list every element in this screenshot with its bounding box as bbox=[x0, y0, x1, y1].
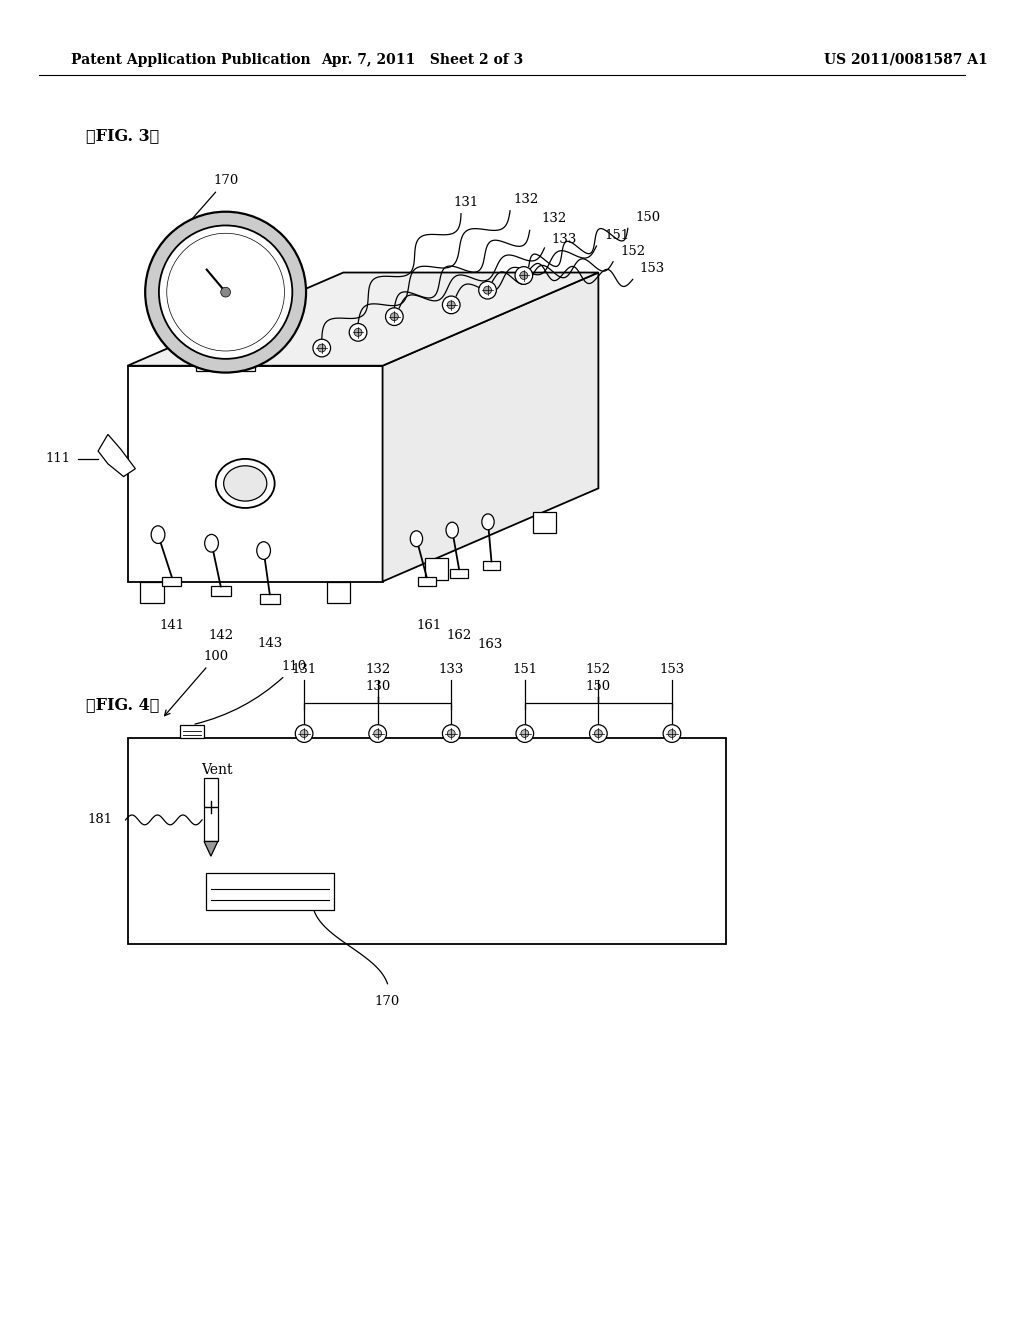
Circle shape bbox=[374, 730, 382, 738]
Circle shape bbox=[515, 267, 532, 284]
Circle shape bbox=[442, 725, 460, 742]
Circle shape bbox=[295, 725, 313, 742]
Ellipse shape bbox=[152, 525, 165, 544]
Circle shape bbox=[221, 288, 230, 297]
Circle shape bbox=[390, 313, 398, 321]
Text: 132: 132 bbox=[365, 663, 390, 676]
Circle shape bbox=[595, 730, 602, 738]
Text: 130: 130 bbox=[365, 680, 390, 693]
Circle shape bbox=[590, 725, 607, 742]
Text: 162: 162 bbox=[446, 628, 472, 642]
Bar bbox=[211, 586, 230, 597]
Circle shape bbox=[313, 339, 331, 356]
Text: 143: 143 bbox=[257, 638, 283, 651]
Bar bbox=[260, 594, 280, 605]
Circle shape bbox=[159, 226, 292, 359]
Text: 【FIG. 3】: 【FIG. 3】 bbox=[86, 127, 160, 144]
Text: 142: 142 bbox=[208, 628, 233, 642]
Text: 170: 170 bbox=[375, 995, 400, 1008]
Text: US 2011/0081587 A1: US 2011/0081587 A1 bbox=[824, 53, 988, 67]
Text: 153: 153 bbox=[659, 663, 685, 676]
Circle shape bbox=[167, 234, 285, 351]
Text: 【FIG. 4】: 【FIG. 4】 bbox=[86, 696, 160, 713]
Circle shape bbox=[385, 308, 403, 326]
Circle shape bbox=[483, 286, 492, 294]
Bar bbox=[451, 569, 468, 578]
Bar bbox=[206, 873, 334, 911]
Text: 100: 100 bbox=[165, 649, 228, 715]
Bar bbox=[162, 577, 181, 586]
Text: Vent: Vent bbox=[201, 763, 232, 777]
Ellipse shape bbox=[223, 466, 267, 502]
Text: 133: 133 bbox=[551, 234, 577, 246]
Bar bbox=[532, 512, 556, 533]
Text: 110: 110 bbox=[195, 660, 307, 725]
Circle shape bbox=[349, 323, 367, 341]
Text: 170: 170 bbox=[188, 174, 239, 223]
Circle shape bbox=[369, 725, 386, 742]
Circle shape bbox=[317, 345, 326, 352]
Text: 131: 131 bbox=[292, 663, 316, 676]
Text: 131: 131 bbox=[454, 195, 478, 209]
Polygon shape bbox=[128, 272, 598, 366]
Circle shape bbox=[478, 281, 497, 300]
Polygon shape bbox=[128, 366, 383, 582]
Circle shape bbox=[664, 725, 681, 742]
Circle shape bbox=[668, 730, 676, 738]
Text: 151: 151 bbox=[512, 663, 538, 676]
Circle shape bbox=[354, 329, 362, 337]
Text: 133: 133 bbox=[438, 663, 464, 676]
Text: 150: 150 bbox=[586, 680, 611, 693]
Polygon shape bbox=[383, 272, 598, 582]
Bar bbox=[204, 777, 218, 841]
Bar bbox=[327, 582, 350, 603]
Bar bbox=[128, 738, 726, 945]
Bar bbox=[482, 561, 501, 570]
Circle shape bbox=[520, 272, 527, 280]
Bar bbox=[180, 725, 204, 738]
Circle shape bbox=[447, 301, 456, 309]
Polygon shape bbox=[204, 841, 218, 857]
Text: 181: 181 bbox=[88, 813, 113, 826]
Text: Patent Application Publication: Patent Application Publication bbox=[71, 53, 310, 67]
Text: 150: 150 bbox=[636, 211, 660, 224]
Text: 132: 132 bbox=[513, 193, 539, 206]
Bar bbox=[425, 558, 449, 579]
Text: 152: 152 bbox=[620, 244, 645, 257]
Bar bbox=[140, 582, 164, 603]
Text: 163: 163 bbox=[478, 639, 503, 651]
Text: 152: 152 bbox=[586, 663, 611, 676]
Text: 132: 132 bbox=[542, 213, 566, 226]
Circle shape bbox=[447, 730, 455, 738]
Text: Apr. 7, 2011   Sheet 2 of 3: Apr. 7, 2011 Sheet 2 of 3 bbox=[321, 53, 523, 67]
Text: 141: 141 bbox=[159, 619, 184, 632]
Text: 111: 111 bbox=[45, 453, 71, 466]
Ellipse shape bbox=[411, 531, 423, 546]
Ellipse shape bbox=[205, 535, 218, 552]
Ellipse shape bbox=[482, 513, 495, 529]
Text: 161: 161 bbox=[416, 619, 441, 632]
Bar bbox=[418, 577, 435, 586]
Circle shape bbox=[521, 730, 528, 738]
Text: 153: 153 bbox=[640, 263, 665, 276]
Ellipse shape bbox=[257, 541, 270, 560]
Circle shape bbox=[145, 211, 306, 372]
Bar bbox=[197, 351, 255, 371]
Ellipse shape bbox=[446, 523, 459, 539]
Circle shape bbox=[516, 725, 534, 742]
Circle shape bbox=[442, 296, 460, 314]
Polygon shape bbox=[98, 434, 135, 477]
Ellipse shape bbox=[216, 459, 274, 508]
Text: 151: 151 bbox=[604, 230, 630, 242]
Circle shape bbox=[300, 730, 308, 738]
